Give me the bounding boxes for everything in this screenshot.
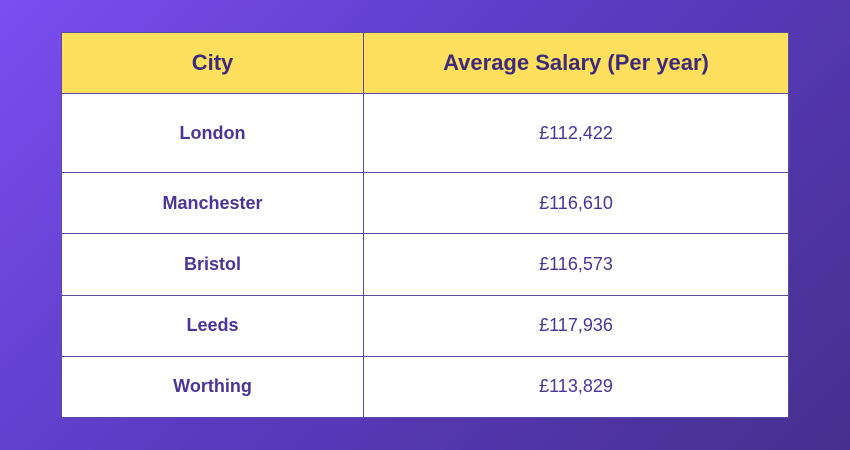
salary-cell: £116,573 [363, 233, 789, 296]
salary-cell: £113,829 [363, 355, 789, 419]
salary-cell: £112,422 [363, 92, 789, 174]
header-city: City [61, 32, 364, 94]
table-row: Leeds £117,936 [61, 294, 789, 357]
table-row: Bristol £116,573 [61, 233, 789, 296]
table-row: London £112,422 [61, 92, 789, 174]
header-row: City Average Salary (Per year) [61, 32, 789, 94]
table-row: Manchester £116,610 [61, 172, 789, 235]
salary-table-container: City Average Salary (Per year) London £1… [61, 32, 789, 419]
table-header: City Average Salary (Per year) [61, 32, 789, 94]
table-body: London £112,422 Manchester £116,610 Bris… [61, 92, 789, 419]
city-cell: London [61, 92, 364, 174]
salary-cell: £117,936 [363, 294, 789, 357]
header-average-salary: Average Salary (Per year) [363, 32, 789, 94]
city-cell: Bristol [61, 233, 364, 296]
city-cell: Manchester [61, 172, 364, 235]
table-row: Worthing £113,829 [61, 355, 789, 419]
city-cell: Worthing [61, 355, 364, 419]
city-cell: Leeds [61, 294, 364, 357]
salary-cell: £116,610 [363, 172, 789, 235]
salary-table: City Average Salary (Per year) London £1… [61, 32, 789, 419]
